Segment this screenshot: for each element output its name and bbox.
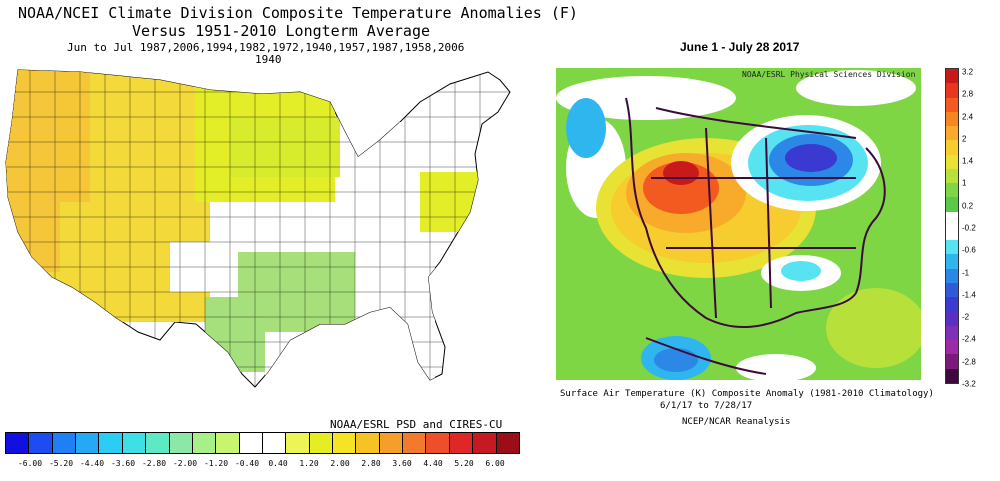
left-colorbar-tick-label: -2.80 xyxy=(141,459,167,468)
left-colorbar-cell xyxy=(239,433,263,453)
left-colorbar-ticks: -6.00 -5.20 -4.40 -3.60 -2.80 -2.00 -1.20 -0.40… xyxy=(5,459,520,473)
left-colorbar-tick-label: -3.60 xyxy=(110,459,136,468)
right-map-date-range: 6/1/17 to 7/28/17 xyxy=(660,401,753,411)
right-colorbar-segment xyxy=(946,340,958,355)
right-colorbar-segment xyxy=(946,168,958,184)
left-colorbar-cell xyxy=(309,433,334,453)
right-colorbar-tick-label: -0.6 xyxy=(962,245,976,255)
right-map-division-label: NOAA/ESRL Physical Sciences Division xyxy=(742,70,916,79)
right-colorbar-tick-label: -1.4 xyxy=(962,290,976,300)
left-colorbar-cell xyxy=(216,433,240,453)
right-colorbar-tick-label: -1 xyxy=(962,268,970,278)
left-colorbar-cell xyxy=(473,433,497,453)
right-colorbar-segment xyxy=(946,311,958,326)
left-colorbar-cell xyxy=(496,433,519,453)
left-colorbar-cell xyxy=(6,433,30,453)
left-colorbar-cell xyxy=(122,433,147,453)
right-colorbar-tick-label: 2.4 xyxy=(962,112,974,122)
left-colorbar-cell xyxy=(356,433,380,453)
left-map-years-cont: 1940 xyxy=(255,53,282,66)
right-colorbar-tick-label: 2 xyxy=(962,134,967,144)
right-colorbar-tick-label: 1 xyxy=(962,178,967,188)
right-colorbar-segment xyxy=(946,325,958,341)
left-colorbar-tick-label: 1.20 xyxy=(299,459,319,468)
right-map-title: June 1 - July 28 2017 xyxy=(680,40,800,54)
right-colorbar-segment xyxy=(946,154,958,169)
right-colorbar-tick-label: -2.8 xyxy=(962,357,976,367)
right-colorbar-tick-label: 3.2 xyxy=(962,67,974,77)
right-surface-temp-anomaly-map xyxy=(556,68,921,380)
left-colorbar-cell xyxy=(449,433,474,453)
right-colorbar-segment xyxy=(946,126,958,141)
left-colorbar-cell xyxy=(192,433,217,453)
left-colorbar-tick-label: -1.20 xyxy=(203,459,229,468)
right-colorbar-segment xyxy=(946,69,958,84)
left-colorbar-tick-label: 4.40 xyxy=(423,459,443,468)
right-colorbar-segment xyxy=(946,97,958,112)
right-colorbar-tick-label: -0.2 xyxy=(962,223,976,233)
right-colorbar-segment xyxy=(946,368,958,383)
left-colorbar-cell xyxy=(99,433,123,453)
right-colorbar-segment xyxy=(946,354,958,369)
right-map-caption: Surface Air Temperature (K) Composite An… xyxy=(560,389,934,399)
left-colorbar xyxy=(5,432,520,454)
left-colorbar-tick-label: -2.00 xyxy=(172,459,198,468)
left-colorbar-tick-label: -0.40 xyxy=(234,459,260,468)
left-colorbar-tick-label: -6.00 xyxy=(17,459,43,468)
left-colorbar-tick-label: 3.60 xyxy=(392,459,412,468)
left-colorbar-tick-label: -5.20 xyxy=(48,459,74,468)
left-colorbar-tick-label: 6.00 xyxy=(485,459,505,468)
left-colorbar-cell xyxy=(52,433,77,453)
left-us-climate-division-map xyxy=(5,69,511,388)
left-map-subtitle: Versus 1951-2010 Longterm Average xyxy=(132,22,431,40)
left-colorbar-tick-label: 5.20 xyxy=(454,459,474,468)
left-colorbar-cell xyxy=(403,433,427,453)
right-colorbar-segment xyxy=(946,211,958,226)
left-colorbar-cell xyxy=(76,433,100,453)
right-colorbar-tick-label: 2.8 xyxy=(962,89,974,99)
right-colorbar-tick-label: 0.2 xyxy=(962,201,974,211)
right-colorbar-ticks: 3.2 2.8 2.4 2 1.4 1 0.2 -0.2 -0.6 -1 -1.4 -2 -2.4 -2.… xyxy=(962,62,1000,392)
right-colorbar-segment xyxy=(946,254,958,269)
right-colorbar-tick-label: -2 xyxy=(962,312,970,322)
right-map-source: NCEP/NCAR Reanalysis xyxy=(682,417,791,427)
right-colorbar-segment xyxy=(946,140,958,155)
left-colorbar-cell xyxy=(262,433,287,453)
left-colorbar-tick-label: -4.40 xyxy=(79,459,105,468)
right-colorbar-segment xyxy=(946,111,958,127)
left-map-credit: NOAA/ESRL PSD and CIRES-CU xyxy=(330,418,503,431)
right-colorbar-segment xyxy=(946,268,958,283)
right-colorbar-segment xyxy=(946,197,958,212)
right-colorbar-tick-label: 1.4 xyxy=(962,156,974,166)
right-colorbar-segment xyxy=(946,83,958,98)
left-colorbar-tick-label: 2.80 xyxy=(361,459,381,468)
right-colorbar-segment xyxy=(946,282,958,298)
left-map-years: Jun to Jul 1987,2006,1994,1982,1972,1940… xyxy=(67,41,465,54)
right-colorbar-segment xyxy=(946,225,958,241)
left-map-title: NOAA/NCEI Climate Division Composite Tem… xyxy=(18,4,578,22)
left-colorbar-cell xyxy=(426,433,450,453)
left-colorbar-tick-label: 0.40 xyxy=(268,459,288,468)
right-colorbar-segment xyxy=(946,183,958,198)
left-colorbar-cell xyxy=(286,433,310,453)
left-colorbar-tick-label: 2.00 xyxy=(330,459,350,468)
right-colorbar-segment xyxy=(946,297,958,312)
left-colorbar-cell xyxy=(333,433,357,453)
left-colorbar-cell xyxy=(29,433,53,453)
right-colorbar-segment xyxy=(946,240,958,255)
left-colorbar-cell xyxy=(146,433,170,453)
left-colorbar-cell xyxy=(379,433,404,453)
right-colorbar-tick-label: -2.4 xyxy=(962,334,976,344)
left-colorbar-cell xyxy=(169,433,193,453)
right-colorbar-tick-label: -3.2 xyxy=(962,379,976,389)
right-colorbar xyxy=(945,68,959,384)
